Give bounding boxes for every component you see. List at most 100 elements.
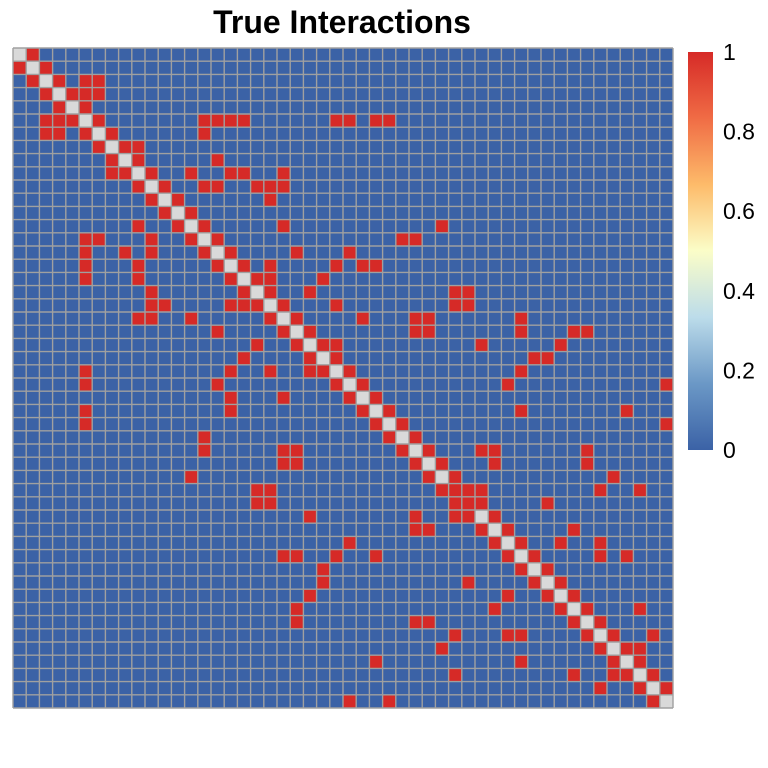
interaction-cell: [79, 74, 93, 88]
interaction-cell: [131, 140, 145, 154]
interaction-cell: [290, 602, 304, 616]
interaction-cell: [92, 140, 106, 154]
interaction-cell: [567, 668, 581, 682]
interaction-cell: [488, 457, 502, 471]
interaction-cell: [488, 602, 502, 616]
diagonal-cell: [329, 364, 343, 378]
interaction-cell: [211, 114, 225, 128]
interaction-cell: [277, 325, 291, 339]
interaction-cell: [422, 523, 436, 537]
diagonal-cell: [105, 140, 119, 154]
diagonal-cell: [211, 246, 225, 260]
interaction-cell: [250, 180, 264, 194]
interaction-cell: [79, 87, 93, 101]
interaction-cell: [343, 246, 357, 260]
interaction-cell: [514, 312, 528, 326]
interaction-cell: [277, 166, 291, 180]
interaction-cell: [79, 232, 93, 246]
interaction-cell: [263, 259, 277, 273]
interaction-cell: [39, 61, 53, 75]
interaction-cell: [263, 364, 277, 378]
interaction-cell: [409, 232, 423, 246]
interaction-cell: [39, 114, 53, 128]
interaction-cell: [316, 364, 330, 378]
interaction-cell: [567, 589, 581, 603]
interaction-cell: [567, 325, 581, 339]
interaction-cell: [633, 642, 647, 656]
color-legend-tick-label: 0.2: [723, 357, 755, 383]
interaction-cell: [382, 694, 396, 708]
color-legend-tick-label: 0.4: [723, 278, 755, 304]
interaction-cell: [65, 87, 79, 101]
interaction-cell: [105, 127, 119, 141]
interaction-cell: [422, 470, 436, 484]
interaction-cell: [79, 127, 93, 141]
diagonal-cell: [395, 430, 409, 444]
interaction-cell: [224, 246, 238, 260]
interaction-cell: [567, 615, 581, 629]
interaction-cell: [541, 496, 555, 510]
interaction-cell: [197, 444, 211, 458]
interaction-cell: [501, 628, 515, 642]
interaction-cell: [277, 298, 291, 312]
diagonal-cell: [554, 589, 568, 603]
interaction-cell: [620, 642, 634, 656]
interaction-cell: [131, 272, 145, 286]
interaction-cell: [448, 483, 462, 497]
diagonal-cell: [79, 114, 93, 128]
interaction-cell: [197, 246, 211, 260]
interaction-cell: [422, 615, 436, 629]
interaction-cell: [448, 496, 462, 510]
interaction-cell: [145, 232, 159, 246]
interaction-cell: [211, 378, 225, 392]
diagonal-cell: [488, 523, 502, 537]
interaction-cell: [184, 206, 198, 220]
interaction-cell: [277, 180, 291, 194]
diagonal-cell: [382, 417, 396, 431]
interaction-cell: [237, 285, 251, 299]
interaction-cell: [158, 206, 172, 220]
interaction-cell: [290, 312, 304, 326]
interaction-cell: [514, 404, 528, 418]
interaction-cell: [488, 536, 502, 550]
interaction-cell: [316, 562, 330, 576]
diagonal-cell: [435, 470, 449, 484]
interaction-cell: [541, 589, 555, 603]
interaction-cell: [409, 523, 423, 537]
interaction-cell: [369, 549, 383, 563]
diagonal-cell: [659, 694, 673, 708]
interaction-cell: [448, 510, 462, 524]
interaction-cell: [52, 100, 66, 114]
diagonal-cell: [646, 681, 660, 695]
interaction-cell: [263, 496, 277, 510]
grid-lines: [12, 47, 674, 709]
interaction-cell: [316, 338, 330, 352]
color-legend-tick-label: 0.8: [723, 119, 755, 145]
interaction-cell: [343, 364, 357, 378]
diagonal-cell: [237, 272, 251, 286]
interaction-cell: [409, 510, 423, 524]
diagonal-cell: [13, 48, 27, 62]
interaction-cell: [79, 364, 93, 378]
interaction-cell: [369, 391, 383, 405]
diagonal-cell: [593, 628, 607, 642]
interaction-cell: [593, 615, 607, 629]
interaction-cell: [369, 259, 383, 273]
interaction-cell: [145, 166, 159, 180]
interaction-cell: [224, 298, 238, 312]
interaction-cell: [607, 628, 621, 642]
diagonal-cell: [567, 602, 581, 616]
interaction-cell: [79, 378, 93, 392]
interaction-cell: [290, 615, 304, 629]
interaction-cell: [277, 457, 291, 471]
interaction-cell: [131, 312, 145, 326]
interaction-cell: [92, 74, 106, 88]
interaction-cell: [65, 114, 79, 128]
interaction-cell: [475, 444, 489, 458]
interaction-cell: [79, 259, 93, 273]
interaction-cell: [290, 246, 304, 260]
interaction-cell: [329, 114, 343, 128]
interaction-cell: [343, 536, 357, 550]
diagonal-cell: [541, 576, 555, 590]
interaction-cell: [633, 602, 647, 616]
